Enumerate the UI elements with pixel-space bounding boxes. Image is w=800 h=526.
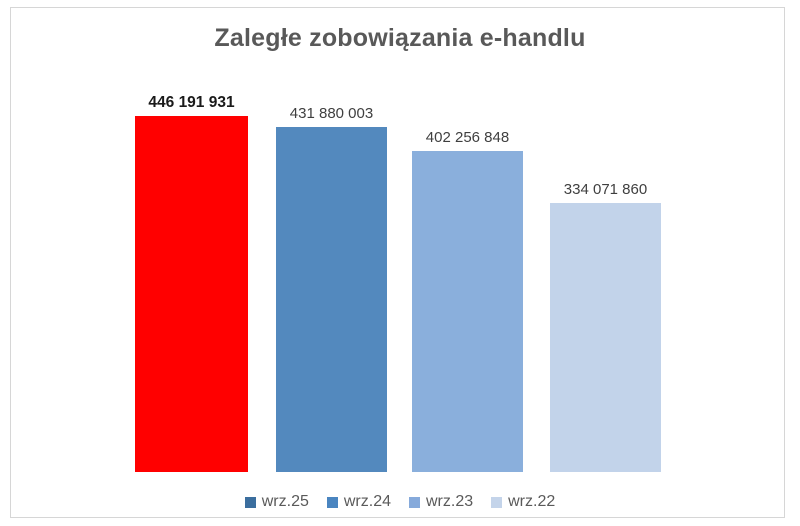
legend-label: wrz.22 [508, 493, 556, 510]
bar-wrz-25[interactable] [135, 116, 248, 472]
bar-value-label: 431 880 003 [289, 105, 374, 122]
bar-wrz-22[interactable] [550, 203, 661, 472]
bar-group-wrz-25[interactable]: 446 191 931 [135, 94, 248, 472]
bar-group-wrz-24[interactable]: 431 880 003 [276, 106, 387, 472]
legend-label: wrz.24 [343, 493, 391, 510]
legend-label: wrz.25 [261, 493, 309, 510]
bar-value-label: 402 256 848 [425, 129, 510, 146]
bar-value-label: 334 071 860 [563, 181, 648, 198]
legend-swatch-icon [491, 496, 503, 508]
legend-swatch-icon [326, 496, 338, 508]
legend-swatch-icon [409, 496, 420, 508]
legend-item-wrz-22[interactable]: wrz.22 [491, 494, 555, 510]
chart-title: Zaległe zobowiązania e-handlu [214, 24, 586, 52]
chart-legend: wrz.25 wrz.24 wrz.23 wrz.22 [0, 494, 800, 510]
legend-swatch-icon [244, 496, 256, 508]
legend-item-wrz-25[interactable]: wrz.25 [244, 493, 309, 510]
bar-group-wrz-23[interactable]: 402 256 848 [412, 130, 523, 472]
bar-wrz-23[interactable] [412, 151, 523, 472]
legend-item-wrz-23[interactable]: wrz.23 [409, 494, 473, 510]
legend-item-wrz-24[interactable]: wrz.24 [326, 493, 391, 510]
bar-value-label: 446 191 931 [148, 93, 235, 111]
bar-group-wrz-22[interactable]: 334 071 860 [550, 182, 661, 472]
bar-wrz-24[interactable] [276, 127, 387, 472]
legend-label: wrz.23 [426, 493, 474, 510]
